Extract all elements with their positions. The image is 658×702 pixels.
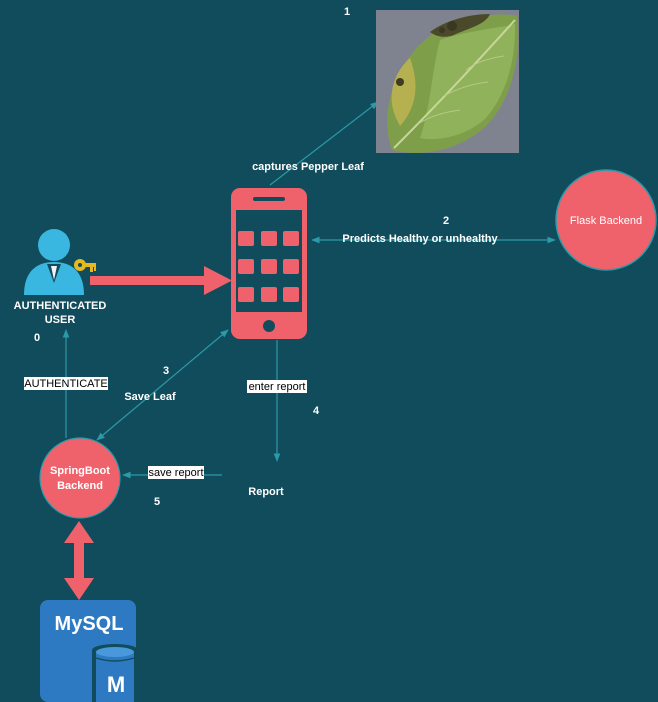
key-icon [74,259,96,272]
edge-label-authenticate: AUTHENTICATE [24,378,108,390]
edge-label-save-leaf: Save Leaf [124,391,176,403]
mysql-badge-letter: M [107,672,125,697]
step-number-1: 1 [344,6,350,18]
edge-label-enter-report: enter report [249,381,306,393]
flask-backend-node[interactable]: Flask Backend [555,169,657,271]
pepper-leaf-photo [376,10,519,153]
thick-arrow-user-phone [90,266,232,295]
edge-label-save-report: save report [148,467,203,479]
report-label: Report [248,486,284,498]
flask-backend-label: Flask Backend [570,215,642,227]
user-label-line2: USER [45,314,76,326]
user-label-line1: AUTHENTICATED [14,300,107,312]
springboot-label-line1: SpringBoot [50,465,110,477]
step-number-5: 5 [154,496,160,508]
user-key-icon[interactable] [24,229,96,295]
double-arrow-springboot-mysql [64,521,94,600]
mysql-label: MySQL [55,613,124,635]
springboot-label-line2: Backend [57,480,103,492]
database-icon[interactable]: MySQL M [40,600,138,702]
smartphone-icon[interactable] [231,188,307,339]
connector-springboot-phone [96,329,229,441]
edge-label-predicts: Predicts Healthy or unhealthy [342,233,498,245]
step-number-2: 2 [443,215,449,227]
edge-label-captures: captures Pepper Leaf [252,161,364,173]
mysql-cylinder-icon: M [92,644,138,702]
edge-label-authenticate-box: AUTHENTICATE [24,377,108,390]
connector-leaf-phone [269,101,379,186]
phone-app-grid [238,231,299,302]
springboot-backend-node[interactable]: SpringBoot Backend [39,437,121,519]
edge-label-save-report-box: save report [148,466,204,479]
edge-label-enter-report-box: enter report [247,380,307,393]
step-number-0: 0 [34,332,40,344]
step-number-4: 4 [313,405,320,417]
step-number-3: 3 [163,365,169,377]
